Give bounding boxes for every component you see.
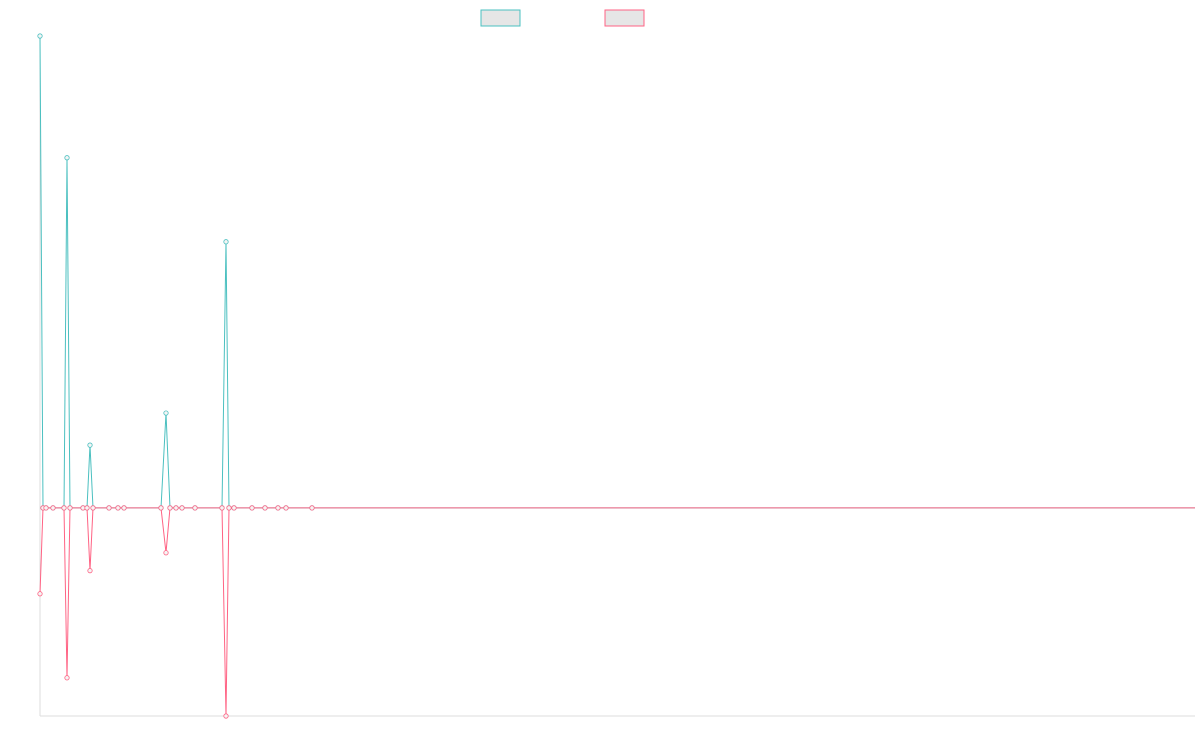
- point: [179, 505, 185, 511]
- point: [106, 505, 112, 511]
- point: [309, 505, 315, 511]
- point: [192, 505, 198, 511]
- point: [262, 505, 268, 511]
- point: [231, 505, 237, 511]
- legend-swatch[interactable]: [480, 9, 521, 27]
- point: [43, 505, 49, 511]
- point: [87, 568, 93, 574]
- point: [275, 505, 281, 511]
- point: [67, 505, 73, 511]
- point: [226, 505, 232, 511]
- point: [50, 505, 56, 511]
- point: [90, 505, 96, 511]
- point: [37, 591, 43, 597]
- point: [158, 505, 164, 511]
- point: [173, 505, 179, 511]
- series-line: [39, 35, 1195, 509]
- point: [64, 155, 70, 161]
- point: [121, 505, 127, 511]
- point: [61, 505, 67, 511]
- point: [223, 239, 229, 245]
- point: [219, 505, 225, 511]
- point: [163, 550, 169, 556]
- point: [163, 410, 169, 416]
- series-line: [39, 507, 1195, 717]
- point: [37, 33, 43, 39]
- point: [249, 505, 255, 511]
- point: [223, 713, 229, 719]
- point: [167, 505, 173, 511]
- point: [115, 505, 121, 511]
- legend-swatch[interactable]: [604, 9, 645, 27]
- point: [64, 675, 70, 681]
- point: [283, 505, 289, 511]
- point: [84, 505, 90, 511]
- point: [87, 442, 93, 448]
